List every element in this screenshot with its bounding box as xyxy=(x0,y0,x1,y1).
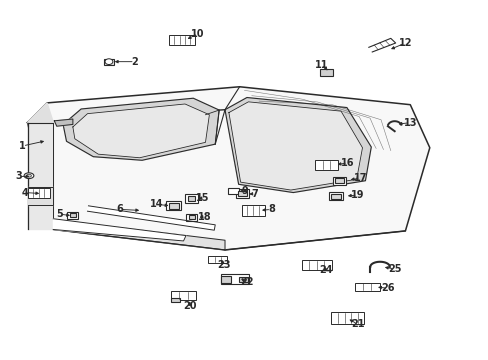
Polygon shape xyxy=(73,104,209,158)
Bar xyxy=(67,212,78,219)
Bar xyxy=(332,177,346,185)
Polygon shape xyxy=(87,206,215,230)
Ellipse shape xyxy=(24,173,34,179)
Bar xyxy=(170,298,179,302)
Bar xyxy=(239,277,247,282)
Bar xyxy=(166,201,181,211)
Polygon shape xyxy=(54,119,73,126)
Bar xyxy=(170,291,196,300)
Text: 16: 16 xyxy=(341,158,354,168)
Text: 12: 12 xyxy=(398,38,411,48)
Polygon shape xyxy=(228,102,362,190)
Bar xyxy=(220,274,248,284)
Text: 22: 22 xyxy=(240,277,253,287)
Text: 15: 15 xyxy=(196,193,209,203)
Text: 9: 9 xyxy=(241,186,247,196)
Text: 20: 20 xyxy=(183,301,196,311)
Bar xyxy=(188,215,195,219)
Text: 10: 10 xyxy=(191,29,204,39)
Text: 25: 25 xyxy=(387,264,401,274)
Bar xyxy=(220,276,231,283)
Text: 8: 8 xyxy=(267,204,274,215)
Text: 3: 3 xyxy=(16,171,22,181)
Bar xyxy=(241,205,264,216)
Bar xyxy=(334,179,343,183)
Bar xyxy=(314,160,337,170)
Text: 5: 5 xyxy=(56,209,62,219)
Bar xyxy=(70,213,76,217)
Bar xyxy=(330,312,364,324)
Text: 19: 19 xyxy=(350,190,364,200)
Polygon shape xyxy=(53,220,224,250)
Polygon shape xyxy=(27,123,53,229)
Bar xyxy=(186,214,197,221)
Bar xyxy=(320,69,332,76)
Bar xyxy=(301,260,331,270)
Text: 1: 1 xyxy=(19,141,26,151)
Ellipse shape xyxy=(26,174,31,177)
Polygon shape xyxy=(53,219,185,241)
Text: 17: 17 xyxy=(353,173,366,183)
Polygon shape xyxy=(368,39,395,52)
Text: 14: 14 xyxy=(150,199,163,210)
Bar xyxy=(228,188,239,194)
Bar xyxy=(28,188,50,198)
Bar xyxy=(208,256,226,263)
Bar xyxy=(103,59,114,64)
Bar xyxy=(185,194,198,203)
Bar xyxy=(330,194,340,199)
Text: 13: 13 xyxy=(403,118,416,128)
Text: 2: 2 xyxy=(131,57,138,67)
Bar xyxy=(328,192,343,200)
Text: 26: 26 xyxy=(381,283,394,293)
Text: 11: 11 xyxy=(314,59,327,69)
Text: 18: 18 xyxy=(197,212,211,221)
Text: 23: 23 xyxy=(217,260,230,270)
Bar xyxy=(169,35,194,45)
Bar xyxy=(235,189,249,198)
Text: 24: 24 xyxy=(319,265,332,275)
Polygon shape xyxy=(63,98,219,160)
Circle shape xyxy=(105,59,113,64)
Text: 6: 6 xyxy=(117,204,123,215)
Text: 4: 4 xyxy=(21,188,28,198)
Polygon shape xyxy=(27,87,429,250)
Text: 21: 21 xyxy=(350,319,364,329)
Bar xyxy=(168,203,178,209)
Bar xyxy=(238,191,246,196)
Bar xyxy=(354,283,379,291)
Polygon shape xyxy=(27,103,53,123)
Polygon shape xyxy=(27,187,53,205)
Polygon shape xyxy=(224,98,370,193)
Text: 7: 7 xyxy=(251,189,258,199)
Bar xyxy=(188,197,195,201)
